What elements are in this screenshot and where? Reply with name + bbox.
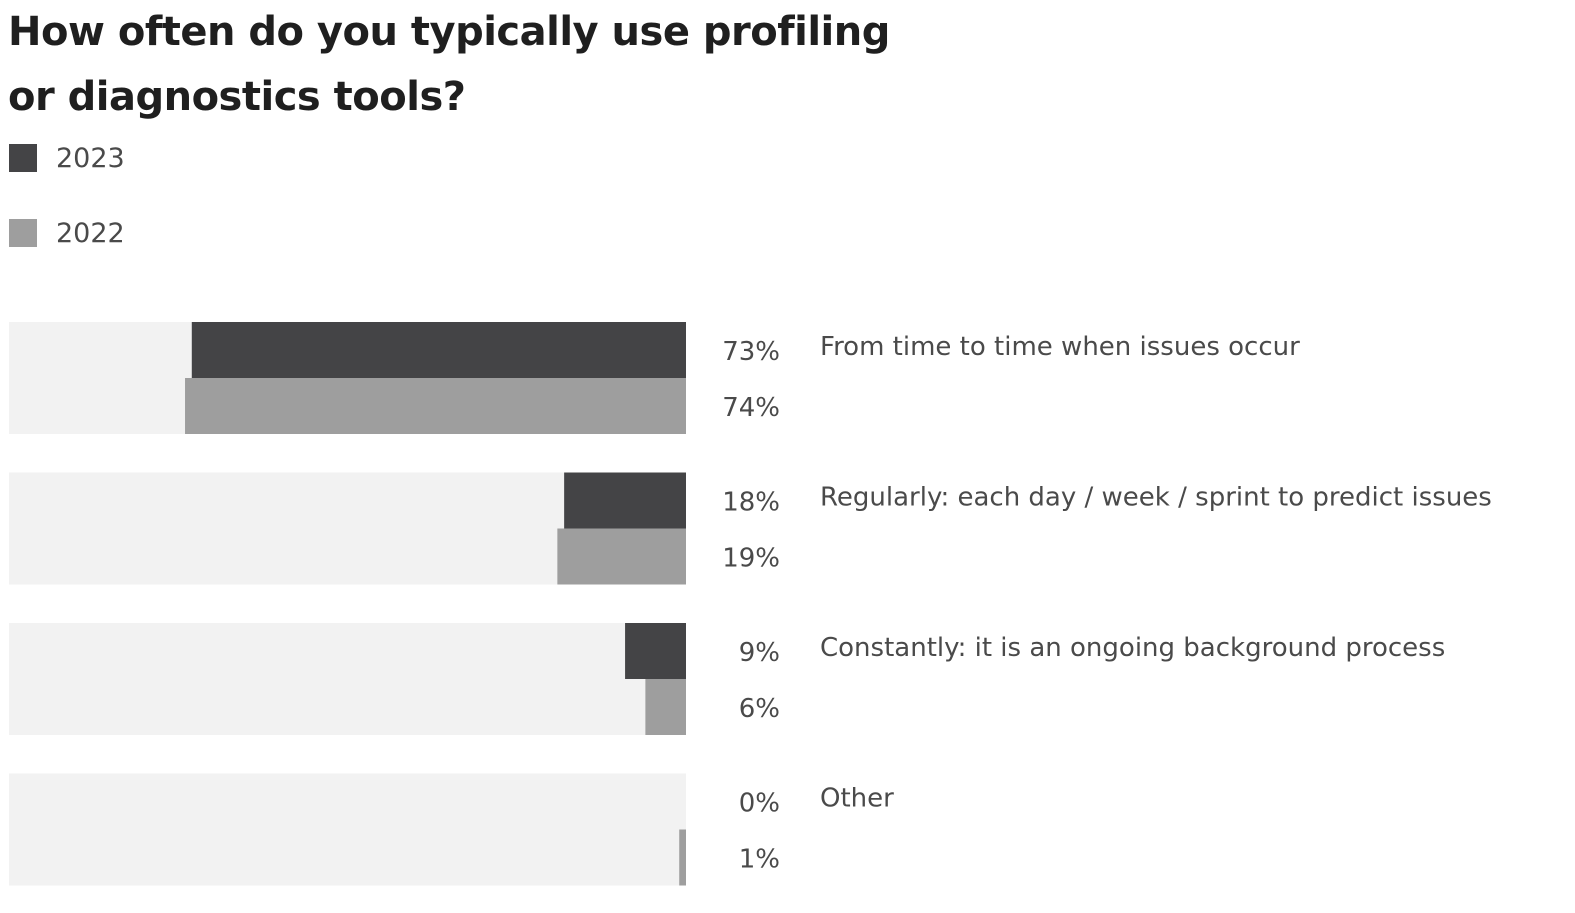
category-label-2: Regularly: each day / week / sprint to p… — [820, 483, 1492, 513]
data-label-3-2022: 6% — [739, 694, 780, 724]
legend-swatch-2023 — [9, 144, 37, 172]
bar-3-2022 — [645, 679, 686, 735]
bar-track-3-2023 — [9, 623, 686, 679]
legend-swatch-2022 — [9, 219, 37, 247]
bar-3-2023 — [625, 623, 686, 679]
data-label-1-2022: 74% — [722, 393, 780, 423]
data-label-2-2022: 19% — [722, 544, 780, 574]
data-label-3-2023: 9% — [739, 638, 780, 668]
bar-track-4-2023 — [9, 773, 686, 830]
legend-item-2023: 2023 — [9, 142, 125, 174]
legend-item-2022: 2022 — [9, 217, 125, 249]
category-label-4: Other — [820, 784, 894, 814]
bar-4-2022 — [679, 829, 686, 886]
bar-2-2022 — [557, 528, 686, 585]
category-label-3: Constantly: it is an ongoing background … — [820, 633, 1445, 663]
data-label-4-2023: 0% — [739, 789, 780, 819]
chart-title: How often do you typically use profiling… — [8, 9, 890, 120]
bar-track-4-2022 — [9, 829, 686, 886]
data-label-1-2023: 73% — [722, 337, 780, 367]
bar-1-2023 — [191, 322, 687, 378]
bar-track-3-2022 — [9, 679, 686, 735]
bar-2-2023 — [564, 472, 686, 529]
legend-label-2023: 2023 — [56, 142, 125, 174]
legend-label-2022: 2022 — [56, 217, 125, 249]
data-label-2-2023: 18% — [722, 488, 780, 518]
data-label-4-2022: 1% — [739, 845, 780, 875]
category-label-1: From time to time when issues occur — [820, 332, 1300, 362]
bar-1-2022 — [185, 378, 686, 434]
